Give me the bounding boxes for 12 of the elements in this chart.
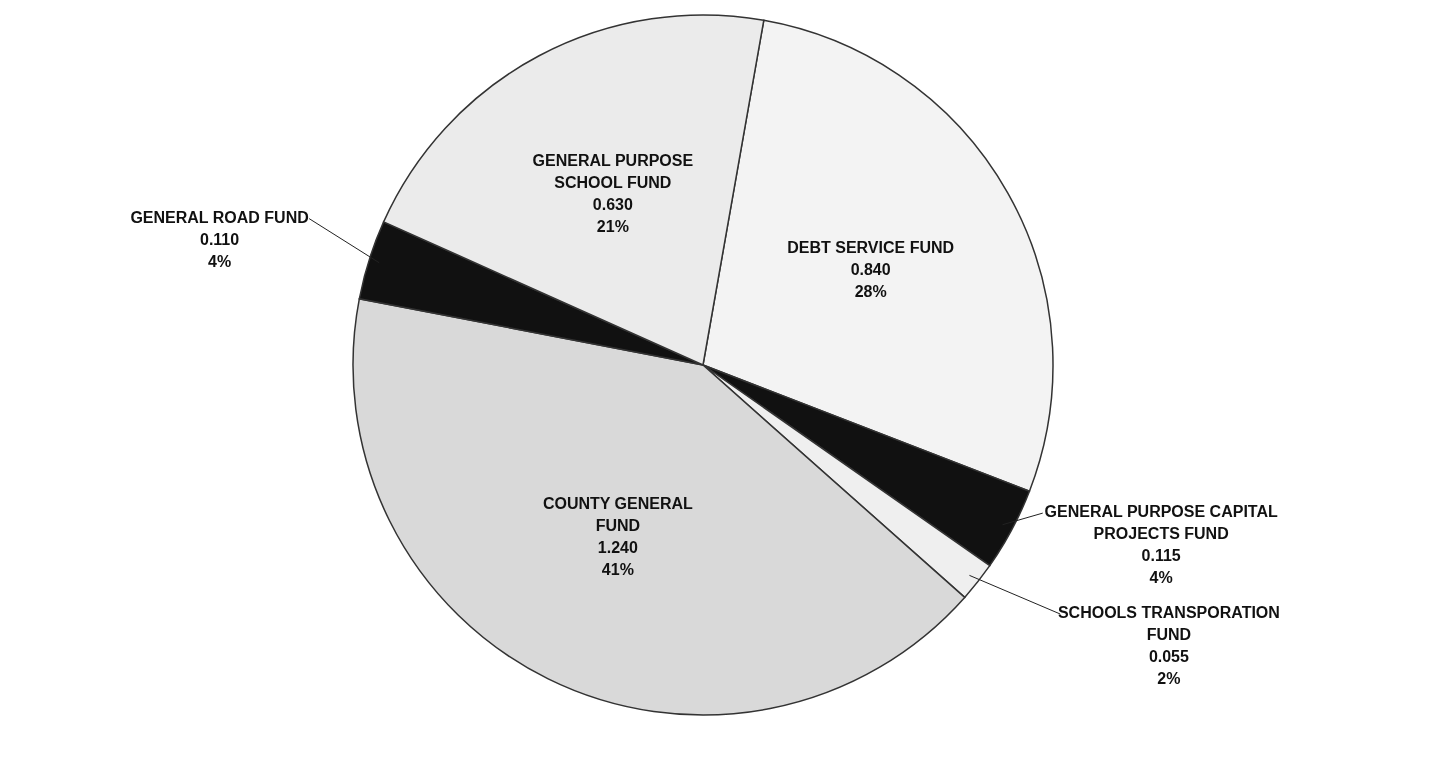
slice-label: COUNTY GENERAL FUND	[542, 494, 694, 534]
data-label: 1.240 41%	[597, 538, 638, 578]
data-label: 0.110 4%	[199, 230, 240, 270]
data-label: 0.055 2%	[1148, 648, 1190, 688]
data-label: 0.115 4%	[1141, 547, 1181, 587]
slice-label: DEBT SERVICE FUND	[787, 238, 955, 256]
data-label: 0.630 21%	[592, 196, 633, 236]
slice-label: GENERAL ROAD FUND	[130, 208, 309, 226]
slice-label: GENERAL PURPOSE CAPITAL PROJECTS FUND	[1044, 503, 1278, 543]
data-label: 0.840 28%	[850, 260, 891, 300]
slice-label: GENERAL PURPOSE SCHOOL FUND	[532, 152, 694, 192]
slice-label: SCHOOLS TRANSPORATION FUND	[1057, 604, 1280, 644]
